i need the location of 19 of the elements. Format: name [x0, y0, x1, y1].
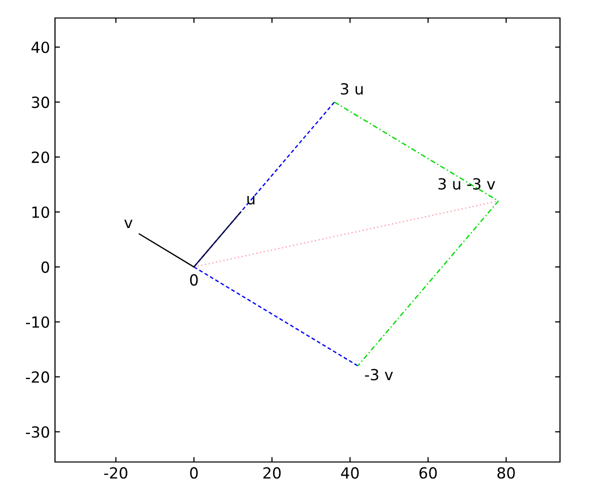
- y-tick-label: 10: [32, 206, 50, 218]
- annotation: v: [124, 220, 132, 228]
- y-tick-label: 0: [41, 261, 50, 273]
- x-tick-label: 80: [497, 467, 515, 479]
- y-tick-label: -30: [26, 426, 50, 438]
- annotation: 3 u -3 v: [438, 178, 496, 190]
- annotation: -3 v: [364, 368, 393, 380]
- y-tick-label: 30: [32, 96, 50, 108]
- x-tick-label: 0: [190, 467, 198, 479]
- x-tick-label: 40: [341, 467, 359, 479]
- x-tick-label: -20: [104, 467, 128, 479]
- y-tick-label: -20: [26, 371, 50, 383]
- x-tick-label: 20: [263, 467, 281, 479]
- y-tick-label: 40: [31, 42, 50, 54]
- annotation: 0: [190, 274, 198, 286]
- x-tick-label: 60: [419, 467, 437, 479]
- y-tick-label: -10: [26, 316, 50, 328]
- y-tick-label: 20: [32, 151, 50, 164]
- annotation: 3 u: [340, 83, 363, 95]
